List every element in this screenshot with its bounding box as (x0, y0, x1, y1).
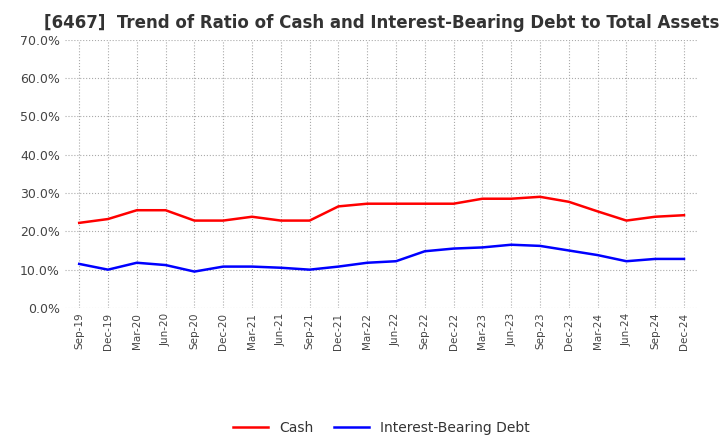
Interest-Bearing Debt (420, 249, 429, 254)
Cash (449, 201, 458, 206)
Cash (536, 194, 544, 199)
Interest-Bearing Debt (190, 269, 199, 274)
Cash (276, 218, 285, 223)
Cash (305, 218, 314, 223)
Line: Interest-Bearing Debt: Interest-Bearing Debt (79, 245, 684, 271)
Cash (564, 199, 573, 205)
Interest-Bearing Debt (219, 264, 228, 269)
Line: Cash: Cash (79, 197, 684, 223)
Interest-Bearing Debt (564, 248, 573, 253)
Cash (478, 196, 487, 202)
Interest-Bearing Debt (104, 267, 112, 272)
Cash (190, 218, 199, 223)
Cash (219, 218, 228, 223)
Interest-Bearing Debt (248, 264, 256, 269)
Interest-Bearing Debt (305, 267, 314, 272)
Interest-Bearing Debt (593, 253, 602, 258)
Cash (132, 208, 141, 213)
Interest-Bearing Debt (622, 259, 631, 264)
Interest-Bearing Debt (449, 246, 458, 251)
Cash (363, 201, 372, 206)
Interest-Bearing Debt (334, 264, 343, 269)
Interest-Bearing Debt (651, 256, 660, 261)
Cash (651, 214, 660, 220)
Cash (248, 214, 256, 220)
Cash (507, 196, 516, 202)
Legend: Cash, Interest-Bearing Debt: Cash, Interest-Bearing Debt (228, 415, 536, 440)
Interest-Bearing Debt (392, 259, 400, 264)
Cash (104, 216, 112, 222)
Cash (392, 201, 400, 206)
Interest-Bearing Debt (478, 245, 487, 250)
Cash (334, 204, 343, 209)
Interest-Bearing Debt (132, 260, 141, 265)
Interest-Bearing Debt (276, 265, 285, 270)
Cash (593, 209, 602, 214)
Interest-Bearing Debt (363, 260, 372, 265)
Cash (622, 218, 631, 223)
Interest-Bearing Debt (161, 262, 170, 268)
Cash (75, 220, 84, 226)
Interest-Bearing Debt (680, 256, 688, 261)
Title: [6467]  Trend of Ratio of Cash and Interest-Bearing Debt to Total Assets: [6467] Trend of Ratio of Cash and Intere… (44, 15, 719, 33)
Cash (420, 201, 429, 206)
Interest-Bearing Debt (507, 242, 516, 247)
Interest-Bearing Debt (536, 243, 544, 249)
Cash (161, 208, 170, 213)
Cash (680, 213, 688, 218)
Interest-Bearing Debt (75, 261, 84, 267)
